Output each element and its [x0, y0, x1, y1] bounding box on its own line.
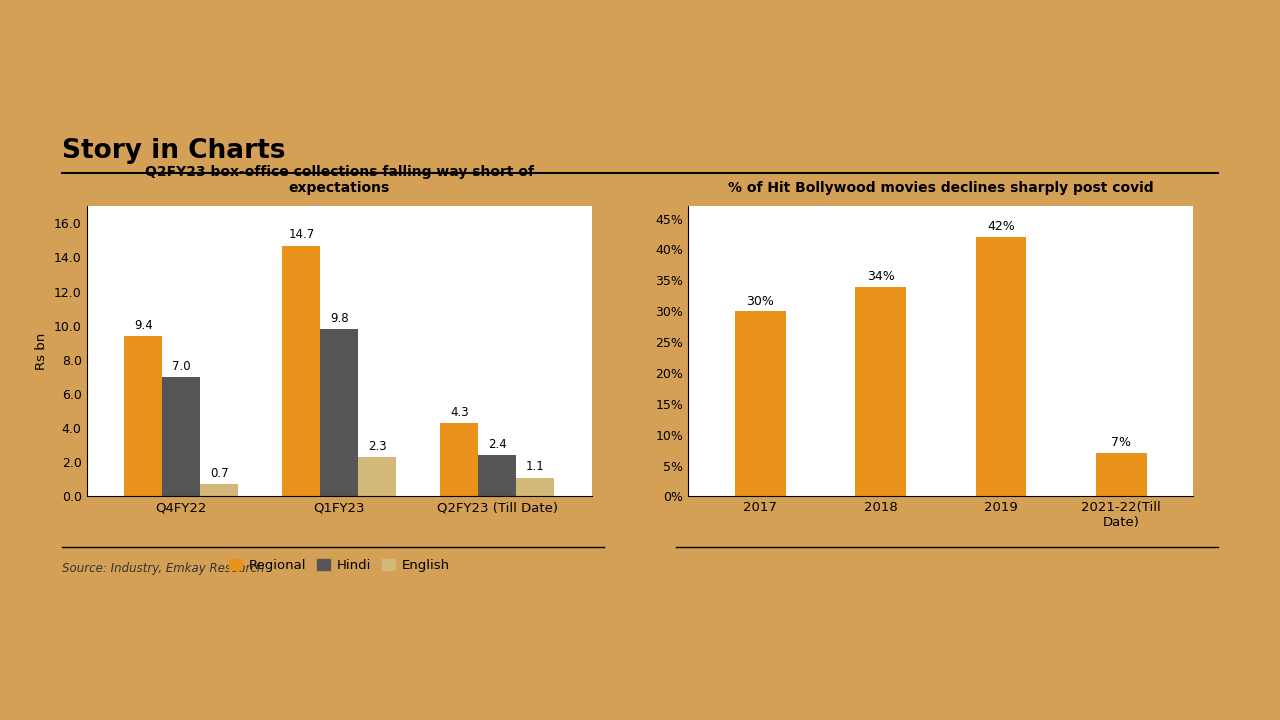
Text: Story in Charts: Story in Charts [63, 138, 285, 163]
Text: 34%: 34% [867, 270, 895, 283]
Bar [200, 485, 238, 496]
Y-axis label: Rs bn: Rs bn [36, 333, 49, 370]
Bar [1096, 453, 1147, 496]
Bar [163, 377, 200, 496]
Text: 2.3: 2.3 [367, 440, 387, 453]
Title: % of Hit Bollywood movies declines sharply post covid: % of Hit Bollywood movies declines sharp… [728, 181, 1153, 195]
Text: 30%: 30% [746, 294, 774, 307]
Text: 7%: 7% [1111, 436, 1132, 449]
Text: 9.8: 9.8 [330, 312, 348, 325]
Bar [735, 311, 786, 496]
Text: Source: Industry, Emkay Research: Source: Industry, Emkay Research [63, 562, 265, 575]
Text: 42%: 42% [987, 220, 1015, 233]
Bar [440, 423, 479, 496]
Bar [975, 237, 1027, 496]
Legend: Regional, Hindi, English: Regional, Hindi, English [224, 553, 454, 577]
Bar [516, 477, 554, 496]
Text: 9.4: 9.4 [134, 319, 152, 332]
Text: 0.7: 0.7 [210, 467, 229, 480]
Text: 4.3: 4.3 [449, 406, 468, 419]
Bar [124, 336, 163, 496]
Bar [855, 287, 906, 496]
Text: 14.7: 14.7 [288, 228, 315, 241]
Bar [358, 457, 396, 496]
Text: 2.4: 2.4 [488, 438, 507, 451]
Text: 1.1: 1.1 [526, 460, 544, 473]
Title: Q2FY23 box-office collections falling way short of
expectations: Q2FY23 box-office collections falling wa… [145, 165, 534, 195]
Bar [283, 246, 320, 496]
Text: 7.0: 7.0 [172, 360, 191, 373]
Bar [320, 329, 358, 496]
Bar [479, 456, 516, 496]
